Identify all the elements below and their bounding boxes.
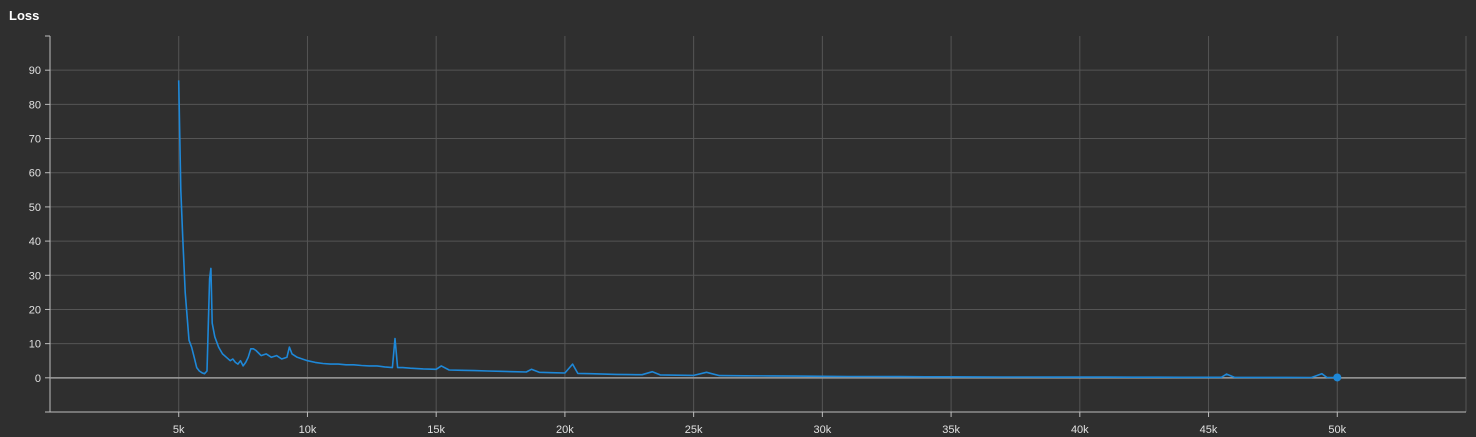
y-tick-label: 60 xyxy=(29,168,41,180)
x-tick-label: 30k xyxy=(813,424,831,436)
last-point-marker xyxy=(1333,373,1342,382)
y-tick-label: 40 xyxy=(29,236,41,248)
x-tick-label: 50k xyxy=(1328,424,1346,436)
y-tick-label: 80 xyxy=(29,99,41,111)
x-tick-label: 40k xyxy=(1071,424,1089,436)
x-tick-label: 45k xyxy=(1200,424,1218,436)
chart-title: Loss xyxy=(9,8,40,23)
x-tick-label: 35k xyxy=(942,424,960,436)
y-tick-label: 20 xyxy=(29,304,41,316)
y-tick-label: 10 xyxy=(29,339,41,351)
loss-series-line xyxy=(177,80,1338,379)
y-tick-label: 30 xyxy=(29,270,41,282)
x-tick-label: 5k xyxy=(173,424,185,436)
x-tick-label: 10k xyxy=(299,424,317,436)
x-tick-label: 25k xyxy=(685,424,703,436)
y-tick-label: 0 xyxy=(35,373,41,385)
y-tick-label: 70 xyxy=(29,134,41,146)
x-tick-label: 20k xyxy=(556,424,574,436)
y-tick-label: 90 xyxy=(29,65,41,77)
y-tick-label: 50 xyxy=(29,202,41,214)
x-tick-label: 15k xyxy=(427,424,445,436)
